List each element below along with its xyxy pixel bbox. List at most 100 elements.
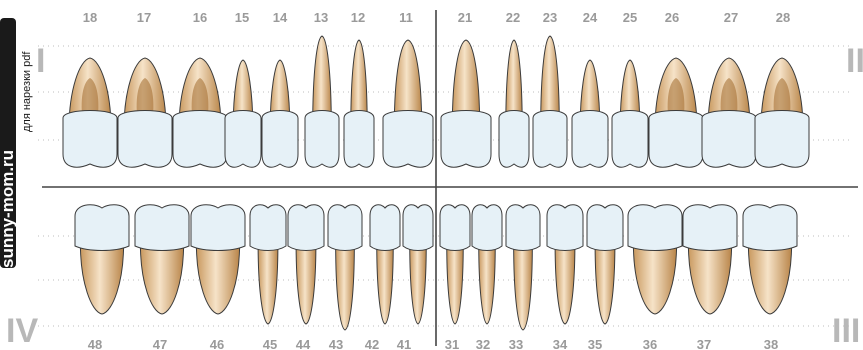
tooth-crown [190, 204, 246, 251]
tooth-label-36: 36 [643, 337, 657, 350]
tooth-13 [304, 35, 340, 168]
tooth-label-43: 43 [329, 337, 343, 350]
tooth-pulp [667, 78, 685, 116]
tooth-root [393, 39, 423, 131]
tooth-label-24: 24 [583, 10, 598, 25]
tooth-crown [498, 110, 530, 168]
tooth-crown [402, 204, 434, 251]
tooth-26 [648, 57, 704, 168]
tooth-root [312, 35, 332, 131]
tooth-crown [439, 204, 471, 251]
tooth-33 [505, 204, 541, 331]
side-brand-bar [0, 18, 16, 268]
tooth-crown [304, 110, 340, 168]
side-brand-subtitle: для нарезки pdf [21, 51, 33, 132]
tooth-crown [571, 110, 609, 168]
tooth-37 [682, 204, 738, 315]
quadrant-label-lower-right: IV [6, 312, 38, 350]
tooth-crown [611, 110, 649, 168]
tooth-25 [611, 59, 649, 168]
tooth-root [195, 243, 241, 315]
tooth-crown [701, 110, 757, 168]
quadrant-label-upper-right: I [36, 42, 45, 80]
tooth-crown [74, 204, 130, 251]
tooth-label-45: 45 [263, 337, 277, 350]
tooth-46 [190, 204, 246, 315]
tooth-crown [546, 204, 584, 251]
tooth-label-33: 33 [509, 337, 523, 350]
tooth-crown [172, 110, 228, 168]
tooth-label-35: 35 [588, 337, 602, 350]
tooth-12 [343, 39, 375, 168]
tooth-34 [546, 204, 584, 325]
tooth-47 [134, 204, 190, 315]
tooth-22 [498, 39, 530, 168]
tooth-label-38: 38 [764, 337, 778, 350]
tooth-42 [369, 204, 401, 325]
tooth-label-12: 12 [351, 10, 365, 25]
tooth-crown [287, 204, 325, 251]
tooth-root [554, 243, 576, 325]
tooth-crown [682, 204, 738, 251]
tooth-label-14: 14 [273, 10, 288, 25]
tooth-crown [471, 204, 503, 251]
tooth-41 [402, 204, 434, 325]
tooth-root [79, 243, 125, 315]
tooth-crown [249, 204, 287, 251]
tooth-24 [571, 59, 609, 168]
tooth-44 [287, 204, 325, 325]
tooth-32 [471, 204, 503, 325]
tooth-root [632, 243, 678, 315]
tooth-pulp [773, 78, 791, 116]
tooth-crown [648, 110, 704, 168]
quadrant-label-lower-left: III [832, 312, 860, 350]
tooth-crown [224, 110, 262, 168]
tooth-pulp [81, 78, 99, 116]
tooth-root [295, 243, 317, 325]
tooth-root [376, 243, 394, 325]
tooth-11 [382, 39, 434, 168]
tooth-crown [134, 204, 190, 251]
tooth-label-25: 25 [623, 10, 637, 25]
tooth-root [446, 243, 464, 325]
tooth-14 [261, 59, 299, 168]
tooth-label-46: 46 [210, 337, 224, 350]
tooth-31 [439, 204, 471, 325]
tooth-root [594, 243, 616, 325]
tooth-root [350, 39, 368, 131]
tooth-label-18: 18 [83, 10, 97, 25]
tooth-crown [754, 110, 810, 168]
tooth-label-42: 42 [365, 337, 379, 350]
tooth-root [409, 243, 427, 325]
lower-teeth [74, 204, 798, 331]
tooth-root [478, 243, 496, 325]
tooth-pulp [136, 78, 154, 116]
tooth-root [505, 39, 523, 131]
tooth-16 [172, 57, 228, 168]
tooth-label-32: 32 [476, 337, 490, 350]
tooth-crown [627, 204, 683, 251]
tooth-15 [224, 59, 262, 168]
tooth-root [139, 243, 185, 315]
upper-tooth-labels: 18 17 16 15 14 13 12 11 21 22 23 24 25 26 27 28 [83, 10, 790, 25]
tooth-label-23: 23 [543, 10, 557, 25]
tooth-crown [440, 110, 492, 168]
tooth-crown [382, 110, 434, 168]
tooth-crown [343, 110, 375, 168]
tooth-45 [249, 204, 287, 325]
tooth-label-48: 48 [88, 337, 102, 350]
lower-tooth-labels: 48 47 46 45 44 43 42 41 31 32 33 34 35 36 37 38 [88, 337, 778, 350]
tooth-18 [62, 57, 118, 168]
tooth-crown [261, 110, 299, 168]
tooth-label-41: 41 [397, 337, 411, 350]
tooth-label-37: 37 [697, 337, 711, 350]
tooth-43 [327, 204, 363, 331]
tooth-root [335, 243, 355, 331]
tooth-root [513, 243, 533, 331]
side-brand-label: sunny-mom.ru для нарезки pdf [0, 18, 33, 268]
tooth-label-11: 11 [399, 10, 413, 25]
tooth-label-16: 16 [193, 10, 207, 25]
tooth-crown [327, 204, 363, 251]
upper-teeth [62, 35, 810, 168]
